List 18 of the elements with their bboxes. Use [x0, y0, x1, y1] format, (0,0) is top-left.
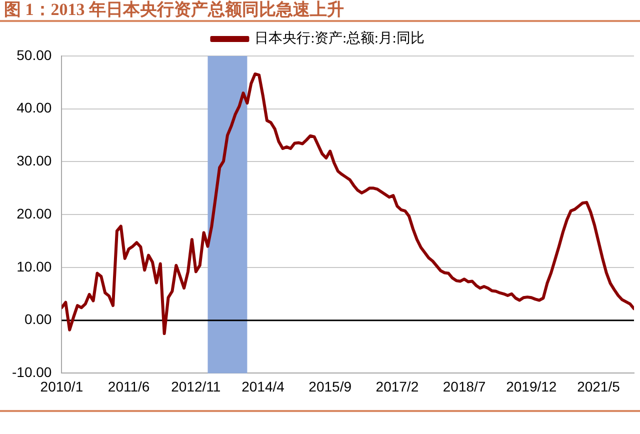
chart-title: 图 1：2013 年日本央行资产总额同比急速上升: [4, 0, 344, 20]
x-tick-label: 2018/7: [442, 378, 486, 394]
x-tick-label: 2015/9: [308, 378, 352, 394]
legend-label: 日本央行:资产:总额:月:同比: [254, 30, 424, 47]
y-tick-label: -10.00: [12, 364, 52, 380]
x-tick-label: 2012/11: [171, 378, 221, 394]
y-tick-label: 10.00: [16, 258, 52, 274]
x-tick-label: 2011/6: [108, 378, 150, 394]
x-tick-label: 2014/4: [242, 378, 285, 394]
x-tick-label: 2021/5: [577, 378, 620, 394]
y-tick-label: 50.00: [16, 46, 52, 63]
y-tick-label: 0.00: [24, 311, 52, 328]
x-tick-label: 2019/12: [506, 378, 557, 394]
x-tick-label: 2010/1: [40, 378, 84, 394]
y-tick-label: 20.00: [16, 205, 52, 222]
y-tick-label: 30.00: [16, 152, 52, 169]
x-tick-label: 2017/2: [376, 378, 419, 394]
y-tick-label: 40.00: [16, 100, 52, 116]
